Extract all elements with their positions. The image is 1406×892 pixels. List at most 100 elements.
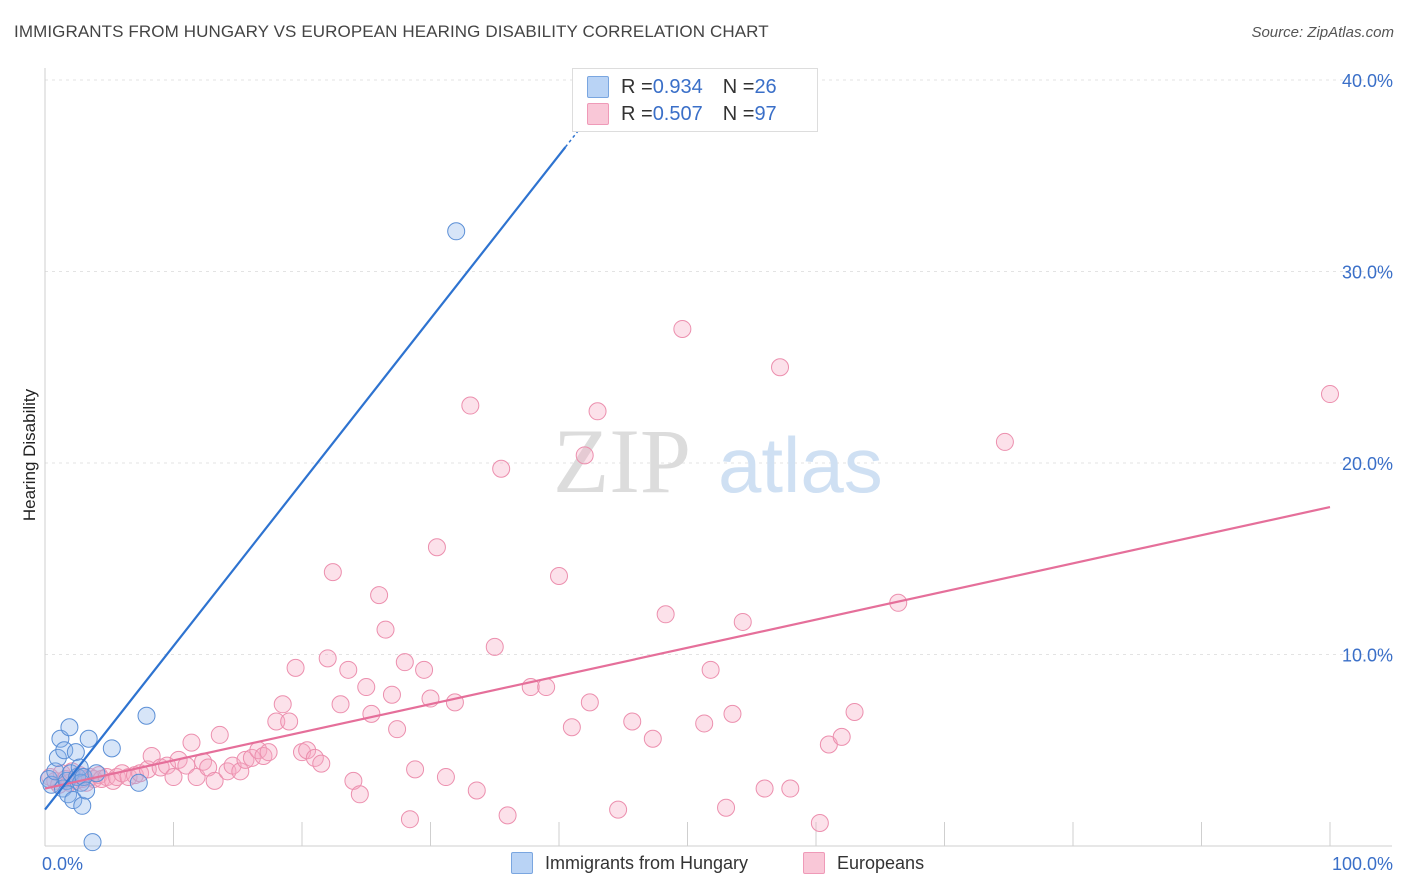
legend-row-europeans: R = 0.507 N = 97 (587, 102, 777, 126)
y-tick-label: 20.0% (1342, 454, 1393, 474)
trend-line-hungary (44, 146, 567, 811)
legend-swatch-hungary (511, 852, 533, 874)
tick-labels: 10.0% 20.0% 30.0% 40.0% 0.0% 100.0% (42, 71, 1393, 874)
data-point (467, 781, 486, 800)
data-point (205, 771, 224, 790)
data-point (588, 402, 607, 421)
data-point (129, 773, 148, 792)
legend-item-europeans: Europeans (803, 852, 924, 874)
data-point (395, 653, 414, 672)
data-point (701, 660, 720, 679)
data-point (810, 814, 829, 833)
data-point (331, 695, 350, 714)
data-point (575, 446, 594, 465)
y-tick-label: 10.0% (1342, 646, 1393, 666)
data-point (357, 678, 376, 697)
data-point (370, 586, 389, 605)
data-point (182, 733, 201, 752)
data-point (436, 768, 455, 787)
data-point (83, 833, 102, 852)
grid-layer (45, 79, 1392, 655)
data-point (79, 729, 98, 748)
legend-item-hungary: Immigrants from Hungary (511, 852, 748, 874)
trend-line-europeans (44, 505, 1331, 790)
data-point (286, 658, 305, 677)
data-point (298, 741, 317, 760)
data-point (55, 741, 74, 760)
data-point (218, 762, 237, 781)
data-point (318, 649, 337, 668)
data-point (73, 796, 92, 815)
source-label: Source: ZipAtlas.com (1251, 24, 1394, 41)
legend-n-value: 26 (754, 75, 777, 98)
data-point (656, 605, 675, 624)
data-point (164, 768, 183, 787)
data-point (717, 798, 736, 817)
data-point (236, 750, 255, 769)
data-point (485, 637, 504, 656)
x-tick-label: 0.0% (42, 854, 83, 874)
watermark: ZIP atlas (553, 410, 883, 512)
data-point (832, 727, 851, 746)
data-point (210, 725, 229, 744)
data-point (339, 660, 358, 679)
data-point (77, 781, 96, 800)
data-point (562, 718, 581, 737)
data-point (350, 785, 369, 804)
data-point (312, 754, 331, 773)
legend-swatch-europeans (803, 852, 825, 874)
data-point (48, 748, 67, 767)
data-point (119, 768, 138, 787)
data-point (267, 712, 286, 731)
data-point (137, 706, 156, 725)
data-point (406, 760, 425, 779)
y-tick-label: 30.0% (1342, 263, 1393, 283)
data-point (242, 748, 261, 767)
data-point (498, 806, 517, 825)
data-point (447, 222, 466, 241)
data-point (323, 563, 342, 582)
y-tick-label: 40.0% (1342, 71, 1393, 91)
data-point (64, 791, 83, 810)
data-point (623, 712, 642, 731)
legend-label-hungary: Immigrants from Hungary (545, 852, 749, 873)
x-tick-label: 100.0% (1332, 854, 1393, 874)
legend-row-hungary: R = 0.934 N = 26 (587, 75, 777, 99)
data-point (755, 779, 774, 798)
trend-lines (44, 120, 1331, 811)
data-point (273, 695, 292, 714)
data-point (845, 702, 864, 721)
data-point (995, 432, 1014, 451)
data-point (362, 704, 381, 723)
data-point (643, 729, 662, 748)
chart-title: IMMIGRANTS FROM HUNGARY VS EUROPEAN HEAR… (14, 22, 769, 41)
data-point (59, 785, 78, 804)
data-point (461, 396, 480, 415)
data-point (673, 319, 692, 338)
legend-n-label: N = (722, 102, 755, 125)
correlation-legend: R = 0.934 N = 26 R = 0.507 N = 97 (572, 68, 818, 132)
axis-layer (44, 68, 1392, 847)
data-point (280, 712, 299, 731)
data-point (781, 779, 800, 798)
data-point (492, 459, 511, 478)
data-point (388, 720, 407, 739)
data-point (695, 714, 714, 733)
data-point (415, 660, 434, 679)
data-point (259, 743, 278, 762)
legend-label-europeans: Europeans (837, 852, 925, 873)
legend-swatch-europeans (587, 103, 609, 125)
data-point (66, 743, 85, 762)
data-point (376, 620, 395, 639)
legend-swatch-hungary (587, 76, 609, 98)
series-legend: Immigrants from Hungary Europeans (0, 852, 1406, 878)
data-point (231, 762, 250, 781)
europeans-points (41, 319, 1339, 833)
data-point (400, 810, 419, 829)
legend-n-value: 97 (754, 102, 777, 125)
legend-n-label: N = (722, 75, 755, 98)
legend-r-value: 0.507 (652, 102, 703, 125)
data-point (382, 685, 401, 704)
data-point (550, 566, 568, 585)
